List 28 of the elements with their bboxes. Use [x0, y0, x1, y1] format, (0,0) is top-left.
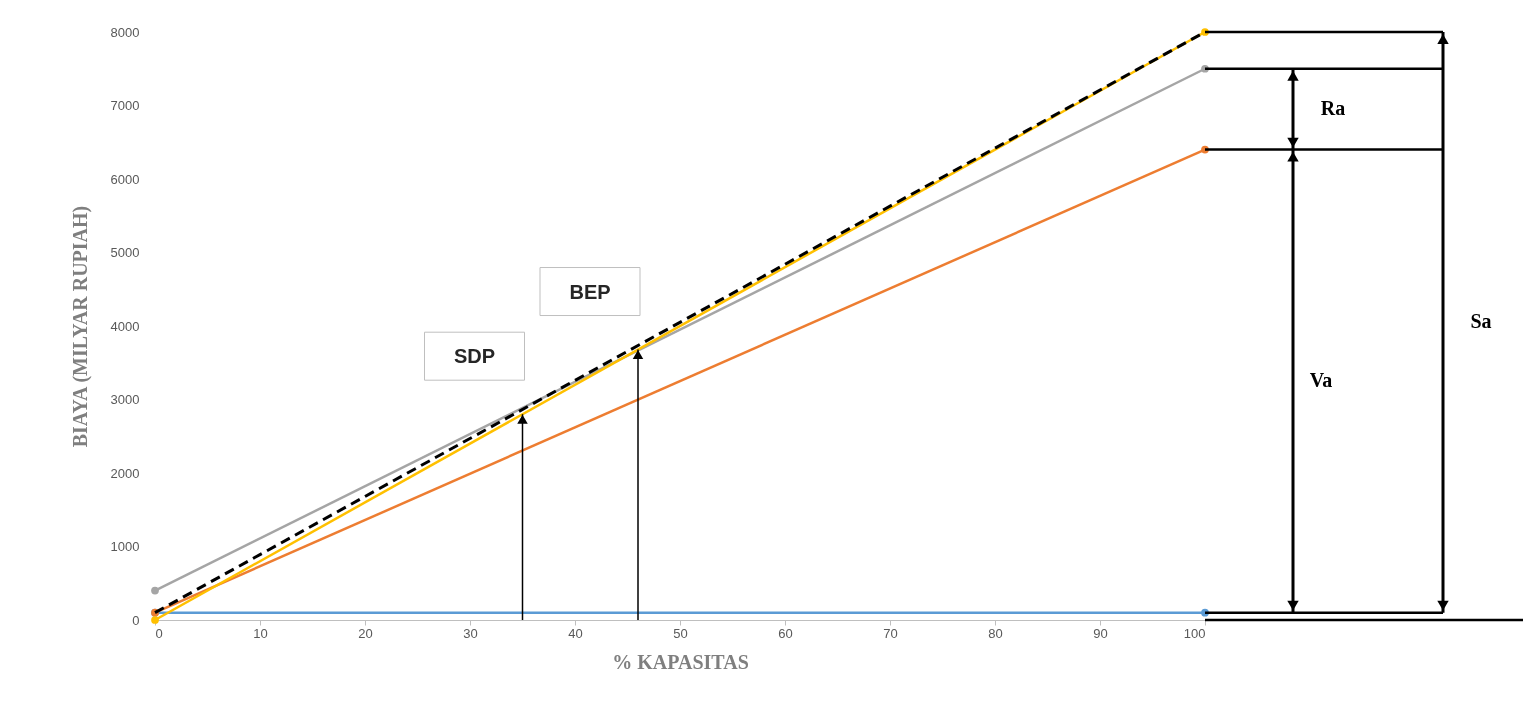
x-tick-label: 10 [253, 625, 268, 641]
text: Sa [1470, 310, 1492, 333]
x-tick-label: 70 [883, 625, 898, 641]
y-tick-label: 8000 [110, 24, 140, 40]
x-tick-label: 50 [673, 625, 688, 641]
point [151, 586, 159, 595]
x-tick-label: 20 [358, 625, 373, 641]
annotation: SDP [453, 345, 496, 368]
x-tick-label: 30 [463, 625, 478, 641]
text: Va [1309, 369, 1333, 392]
y-tick-label: 4000 [110, 318, 140, 334]
y-tick-label: 0 [132, 612, 140, 628]
y-tick-label: 5000 [110, 245, 140, 260]
y-tick-label: 3000 [110, 392, 140, 407]
x-tick-label: 40 [568, 625, 583, 641]
x-axis-title: % KAPASITAS [612, 650, 749, 673]
y-axis-title: BIAYA (MILYAR RUPIAH) [68, 205, 92, 448]
y-tick-label: 6000 [110, 171, 140, 187]
x-tick-label: 90 [1093, 625, 1108, 641]
y-tick-label: 7000 [110, 98, 140, 113]
y-tick-label: 1000 [110, 539, 140, 554]
x-tick-label: 80 [988, 625, 1003, 641]
text: Ra [1320, 97, 1346, 120]
x-tick-label: 60 [778, 625, 793, 641]
y-tick-label: 2000 [110, 465, 140, 481]
annotation: BEP [569, 280, 611, 303]
x-tick-label: 100 [1183, 625, 1206, 641]
x-tick-label: 0 [155, 625, 163, 641]
